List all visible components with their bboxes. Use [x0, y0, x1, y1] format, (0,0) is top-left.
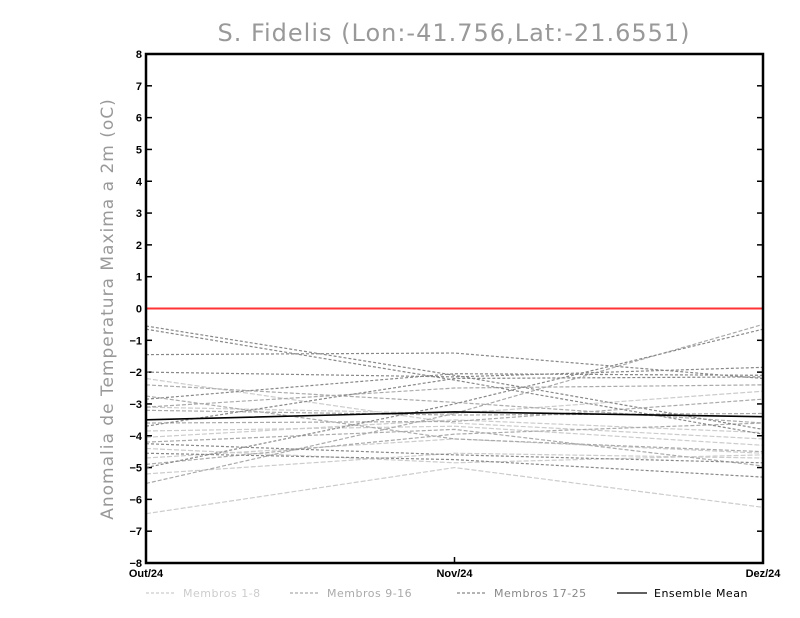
y-tick-label: 6	[136, 113, 142, 125]
y-tick-label: −5	[129, 463, 142, 475]
y-tick-label: −1	[129, 335, 142, 347]
legend-label: Membros 17-25	[494, 587, 587, 600]
member-line-23	[145, 452, 764, 478]
y-tick-label: 8	[136, 49, 142, 61]
plot-frame	[144, 52, 765, 565]
member-line-16	[145, 395, 764, 453]
legend-label: Membros 1-8	[183, 587, 261, 600]
member-line-22	[145, 376, 764, 427]
y-tick-label: 2	[136, 240, 142, 252]
legend-label: Ensemble Mean	[654, 587, 748, 600]
y-tick-label: −4	[129, 431, 142, 443]
member-line-24	[145, 443, 764, 464]
y-tick-label: 5	[136, 144, 142, 156]
member-line-14	[145, 409, 764, 416]
y-tick-label: −7	[129, 526, 142, 538]
y-tick-label: 7	[136, 81, 142, 93]
y-tick-label: 3	[136, 208, 142, 220]
member-line-20	[145, 366, 764, 378]
member-line-10	[145, 384, 764, 408]
member-line-9	[145, 323, 764, 485]
member-line-3	[145, 438, 764, 459]
ensemble-mean-line	[145, 411, 764, 421]
member-line-21	[145, 373, 764, 400]
legend: Membros 1-8 Membros 9-16 Membros 17-25 Ense…	[146, 587, 748, 600]
member-line-1	[145, 466, 764, 515]
member-line-7	[145, 390, 764, 415]
member-line-13	[145, 428, 764, 467]
y-tick-label: −3	[129, 399, 142, 411]
x-axis: Out/24 Nov/24 Dez/24	[129, 557, 781, 580]
plot-series	[145, 307, 764, 515]
legend-label: Membros 9-16	[327, 587, 412, 600]
y-axis-label: Anomalia de Temperatura Maxima a 2m (oC)	[98, 98, 118, 520]
member-line-2	[145, 452, 764, 475]
x-tick-label: Dez/24	[746, 568, 782, 580]
member-line-12	[145, 398, 764, 424]
member-line-18	[145, 328, 764, 435]
y-tick-label: −2	[129, 367, 142, 379]
y-tick-label: 4	[136, 176, 143, 188]
y-tick-label: −6	[129, 494, 142, 506]
y-tick-label: 0	[136, 304, 142, 316]
y-tick-label: −8	[129, 558, 142, 570]
x-tick-label: Out/24	[129, 568, 164, 580]
member-line-15	[145, 422, 764, 465]
y-tick-label: 1	[136, 272, 142, 284]
member-line-19	[145, 352, 764, 380]
member-line-4	[145, 419, 764, 438]
member-line-11	[145, 384, 764, 424]
x-tick-label: Nov/24	[436, 568, 473, 580]
member-line-17	[145, 325, 764, 430]
chart-title: S. Fidelis (Lon:-41.756,Lat:-21.6551)	[217, 19, 690, 47]
member-line-25	[145, 328, 764, 469]
member-line-8	[145, 447, 764, 464]
member-line-5	[145, 425, 764, 446]
member-line-6	[145, 377, 764, 440]
